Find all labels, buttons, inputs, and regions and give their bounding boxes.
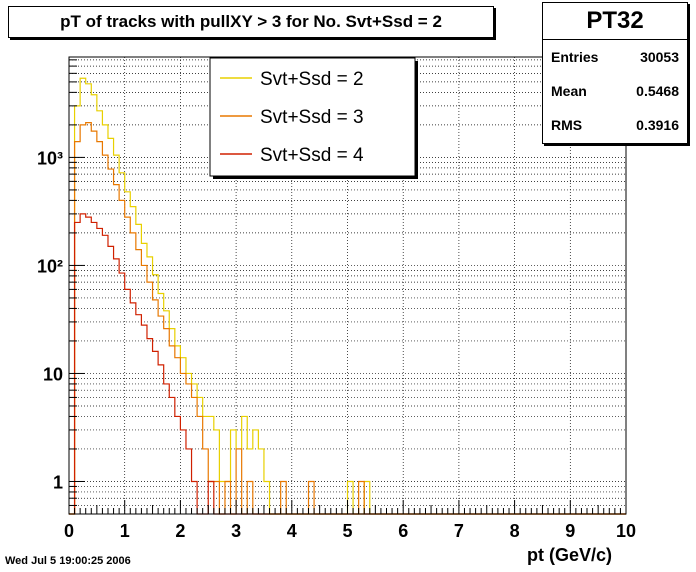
stats-entries-value: 30053 bbox=[640, 49, 679, 65]
x-tick-label: 3 bbox=[231, 521, 241, 541]
stats-row-mean: Mean 0.5468 bbox=[543, 74, 687, 108]
x-tick-label: 6 bbox=[398, 521, 408, 541]
stats-rms-value: 0.3916 bbox=[636, 117, 679, 133]
legend-label-2: Svt+Ssd = 3 bbox=[260, 107, 364, 128]
x-tick-label: 10 bbox=[616, 521, 636, 541]
x-axis-title: pt (GeV/c) bbox=[527, 545, 613, 565]
x-tick-label: 7 bbox=[454, 521, 464, 541]
timestamp: Wed Jul 5 19:00:25 2006 bbox=[5, 555, 131, 567]
y-tick-label: 10 bbox=[43, 364, 63, 384]
legend-label-1: Svt+Ssd = 2 bbox=[260, 69, 364, 90]
x-tick-label: 4 bbox=[287, 521, 297, 541]
stats-box: PT32 Entries 30053 Mean 0.5468 RMS 0.391… bbox=[542, 2, 688, 144]
x-tick-label: 1 bbox=[120, 521, 130, 541]
x-tick-label: 5 bbox=[342, 521, 352, 541]
stats-histogram-name: PT32 bbox=[543, 3, 687, 40]
y-tick-label: 1 bbox=[53, 472, 63, 492]
y-tick-label: 10³ bbox=[37, 148, 63, 168]
legend-label-3: Svt+Ssd = 4 bbox=[260, 145, 364, 166]
stats-mean-label: Mean bbox=[551, 83, 587, 99]
stats-mean-value: 0.5468 bbox=[636, 83, 679, 99]
stats-rms-label: RMS bbox=[551, 117, 583, 133]
stats-row-entries: Entries 30053 bbox=[543, 40, 687, 74]
x-tick-label: 2 bbox=[175, 521, 185, 541]
x-tick-label: 8 bbox=[510, 521, 520, 541]
stats-row-rms: RMS 0.3916 bbox=[543, 108, 687, 142]
x-tick-label: 9 bbox=[565, 521, 575, 541]
chart-title: pT of tracks with pullXY > 3 for No. Svt… bbox=[8, 6, 494, 38]
y-tick-label: 10² bbox=[37, 256, 63, 276]
stats-entries-label: Entries bbox=[551, 49, 599, 65]
x-tick-label: 0 bbox=[64, 521, 74, 541]
